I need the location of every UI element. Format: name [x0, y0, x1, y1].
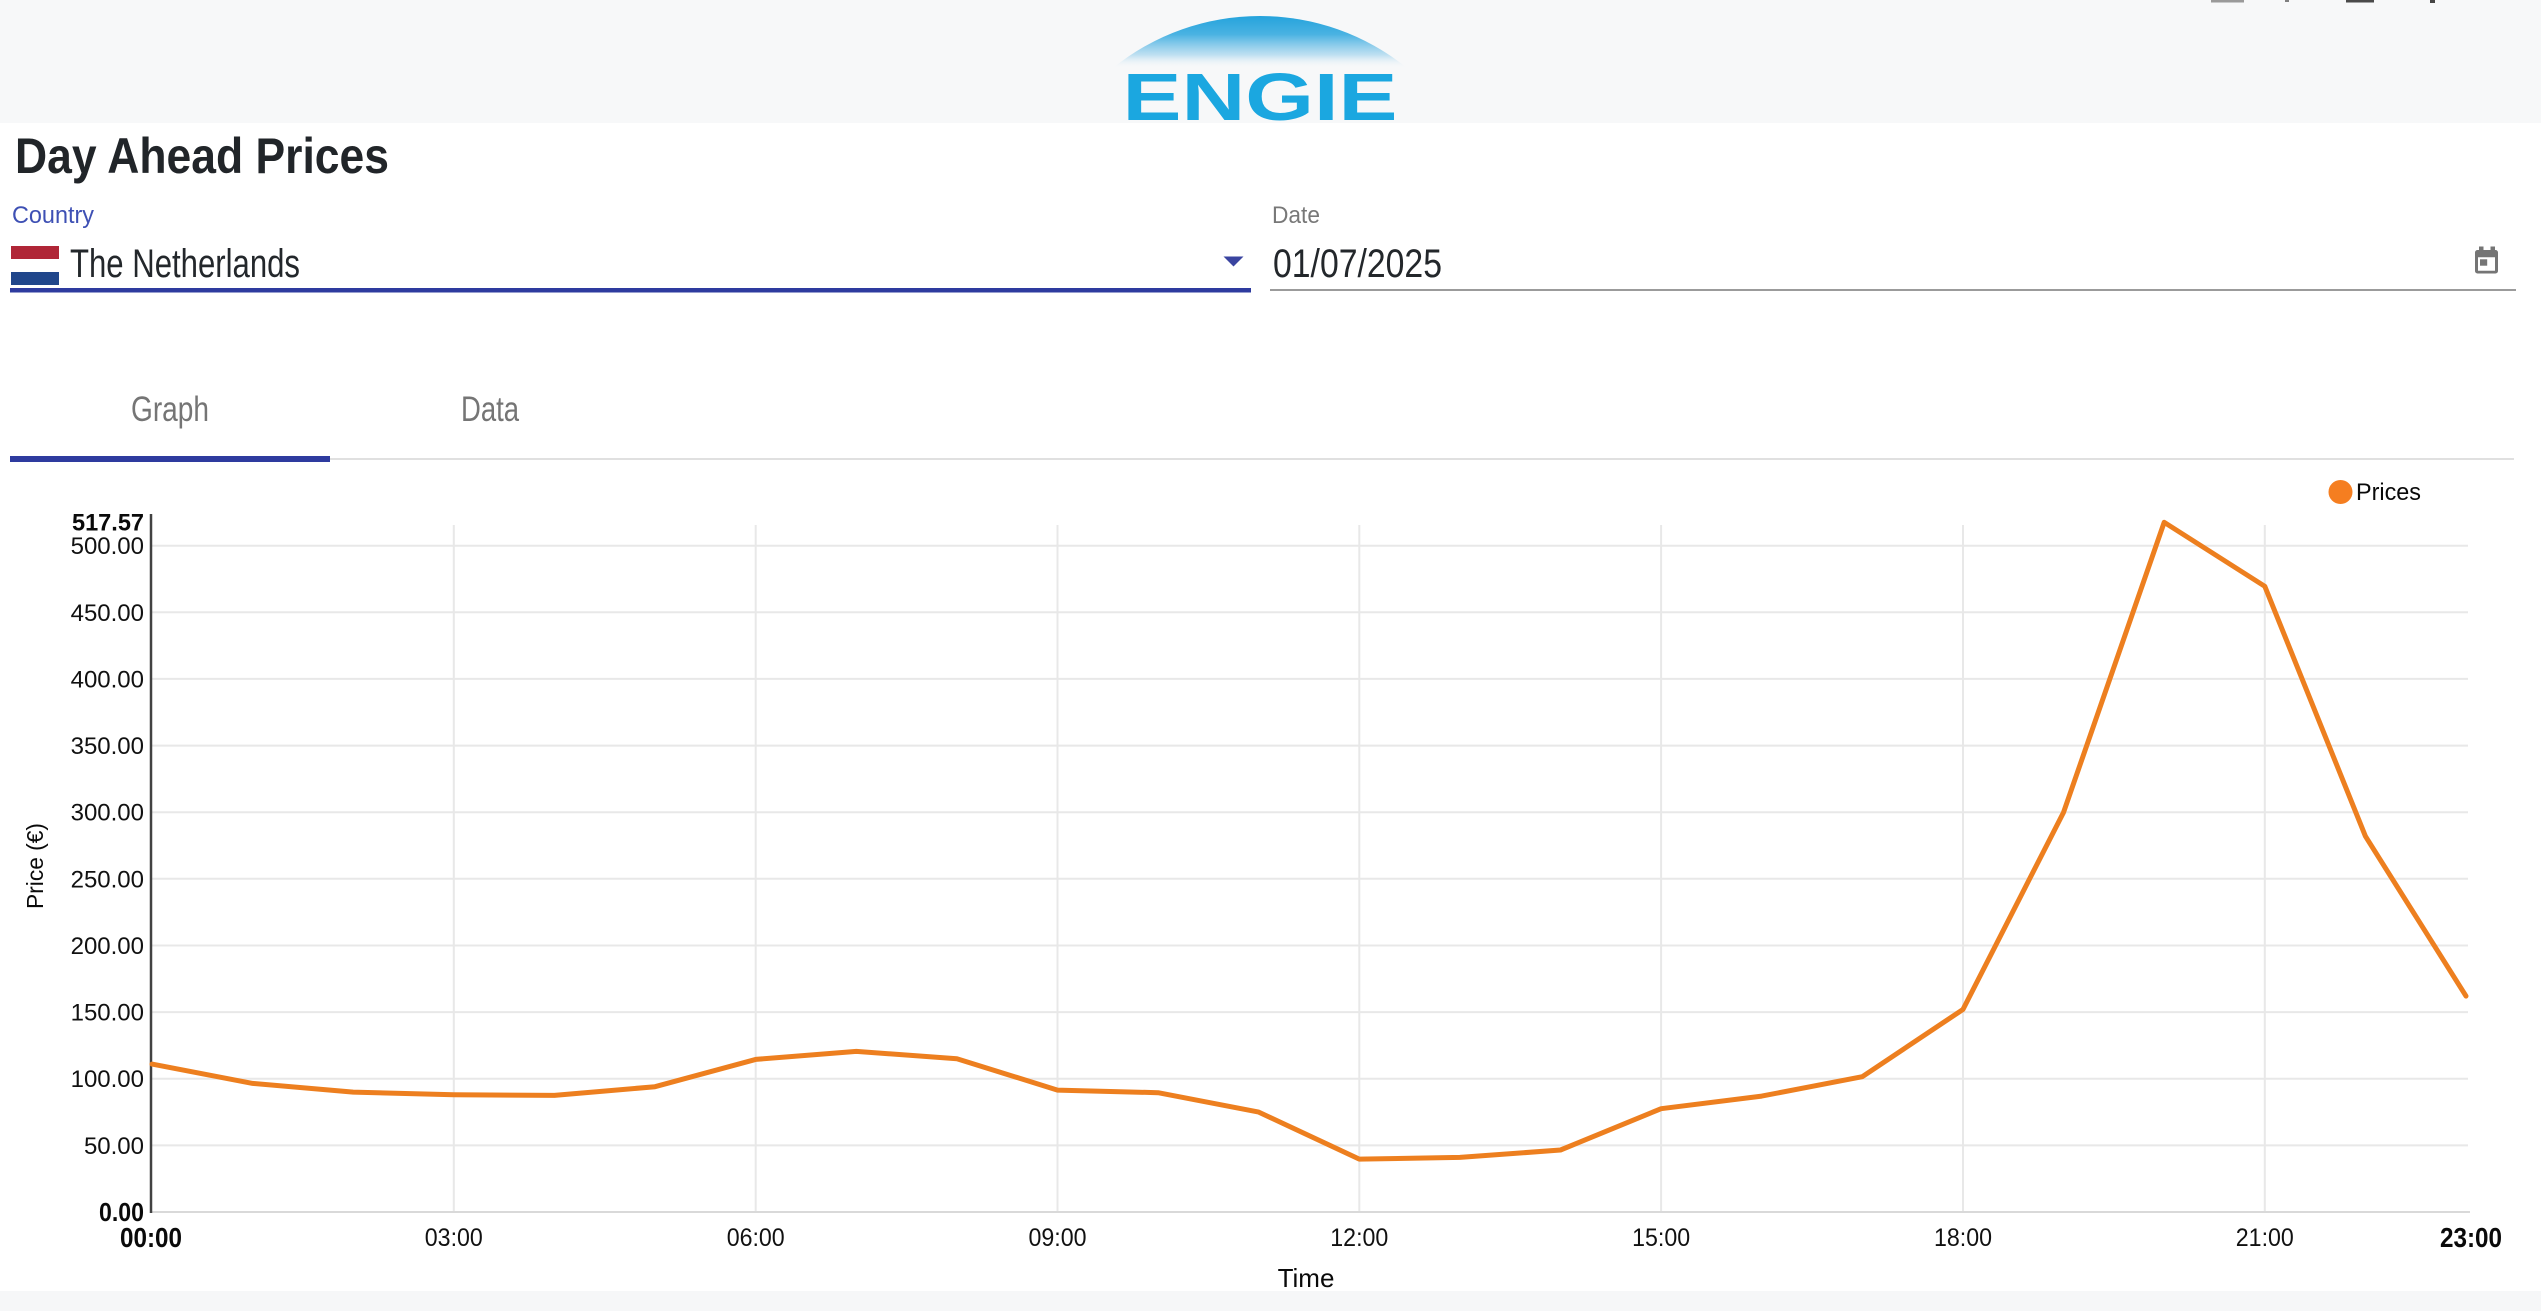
svg-text:200.00: 200.00: [71, 933, 144, 960]
svg-text:350.00: 350.00: [71, 733, 144, 760]
svg-text:150.00: 150.00: [71, 1000, 144, 1027]
svg-text:517.57: 517.57: [72, 510, 144, 537]
svg-text:15:00: 15:00: [1632, 1224, 1690, 1252]
svg-text:Price (€): Price (€): [22, 823, 48, 909]
svg-text:100.00: 100.00: [71, 1066, 144, 1093]
svg-text:400.00: 400.00: [71, 666, 144, 693]
svg-text:Time: Time: [1278, 1263, 1335, 1293]
svg-text:The Netherlands: The Netherlands: [70, 242, 300, 286]
svg-text:Date: Date: [1272, 202, 1320, 229]
svg-text:01/07/2025: 01/07/2025: [1273, 242, 1442, 286]
svg-text:500.00: 500.00: [71, 533, 144, 560]
svg-text:Graph: Graph: [131, 390, 209, 429]
svg-text:18:00: 18:00: [1934, 1224, 1992, 1252]
svg-text:09:00: 09:00: [1029, 1224, 1087, 1252]
svg-text:00:00: 00:00: [120, 1222, 182, 1253]
svg-text:06:00: 06:00: [727, 1224, 785, 1252]
svg-text:21:00: 21:00: [2236, 1224, 2294, 1252]
svg-text:Country: Country: [12, 202, 94, 229]
svg-text:03:00: 03:00: [425, 1224, 483, 1252]
svg-text:300.00: 300.00: [71, 800, 144, 827]
svg-text:50.00: 50.00: [84, 1133, 144, 1160]
svg-text:23:00: 23:00: [2440, 1222, 2502, 1253]
svg-text:Day Ahead Prices: Day Ahead Prices: [15, 128, 389, 184]
svg-text:0.00: 0.00: [99, 1197, 144, 1227]
svg-text:ENGIE: ENGIE: [1123, 60, 1398, 135]
svg-text:450.00: 450.00: [71, 600, 144, 627]
svg-text:250.00: 250.00: [71, 866, 144, 893]
svg-text:Data: Data: [461, 390, 519, 429]
svg-text:12:00: 12:00: [1330, 1224, 1388, 1252]
svg-text:Prices: Prices: [2356, 479, 2421, 506]
